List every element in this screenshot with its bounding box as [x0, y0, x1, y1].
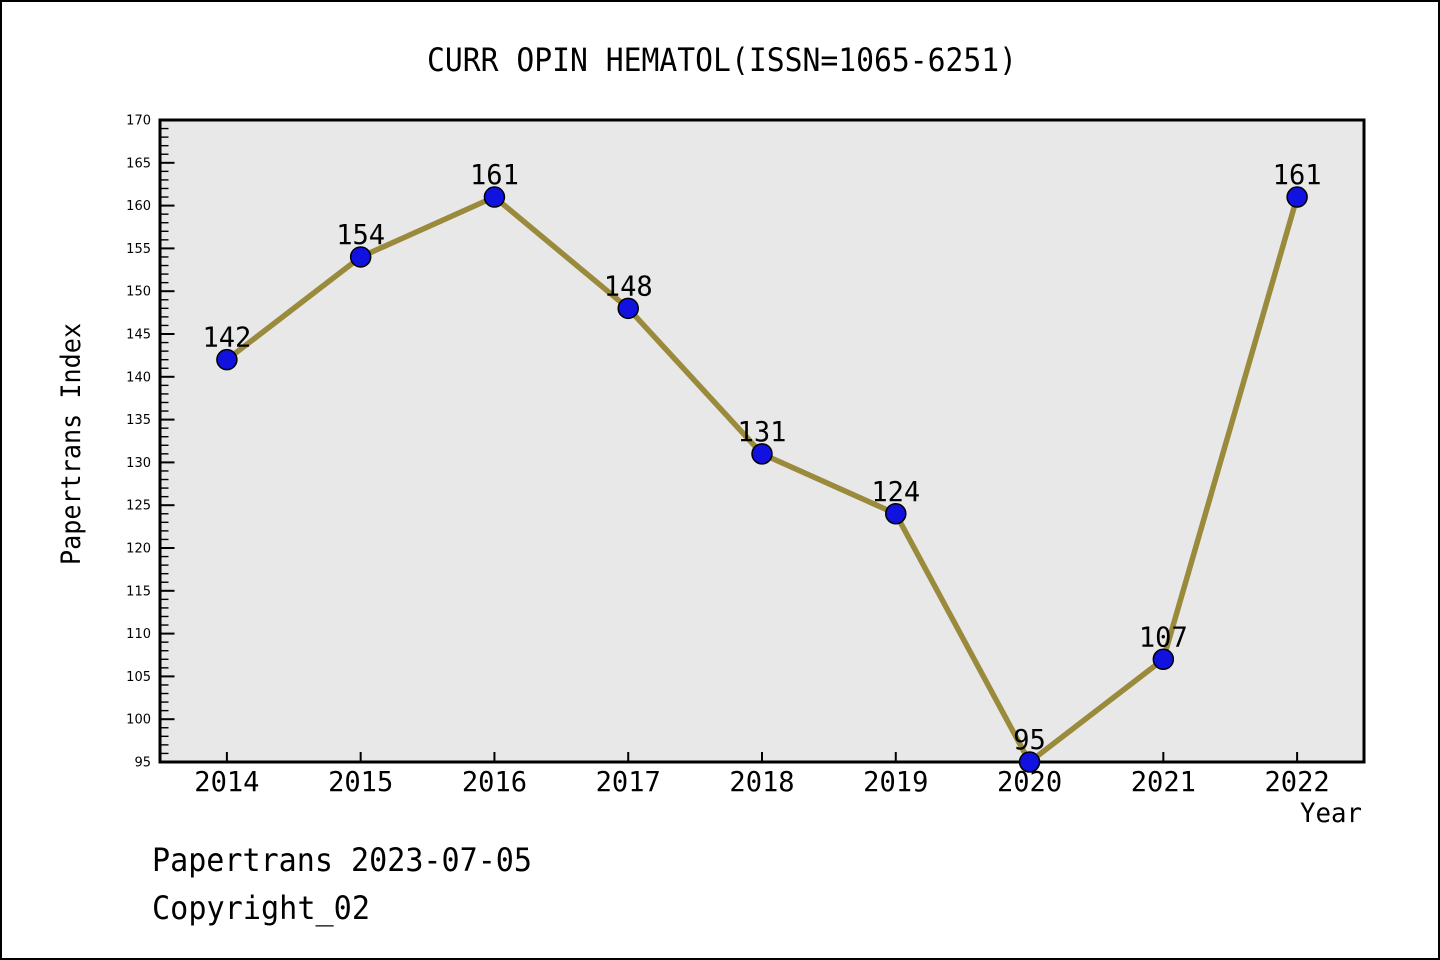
data-point-label: 154 — [336, 218, 385, 251]
data-point-label: 161 — [470, 158, 519, 191]
data-point-label: 124 — [871, 475, 920, 508]
y-tick-label: 150 — [126, 285, 151, 300]
data-point — [483, 186, 506, 208]
plot-area: 95 100 105 110 115 120 125 130 135 140 145 150 155 16… — [126, 114, 1366, 798]
x-tick-label: 2015 — [328, 765, 393, 798]
data-point — [1286, 186, 1308, 208]
x-axis-label: Year — [1300, 798, 1362, 829]
y-axis-label: Papertrans Index — [56, 323, 87, 565]
x-tick-label: 2014 — [194, 765, 259, 798]
data-point — [349, 246, 372, 268]
data-point — [216, 348, 238, 371]
y-tick-label: 110 — [126, 627, 151, 642]
y-tick-label: 95 — [134, 756, 151, 771]
y-tick-label: 130 — [126, 456, 151, 471]
data-point — [885, 503, 907, 525]
y-tick-label: 105 — [126, 670, 151, 685]
data-point-label: 161 — [1273, 158, 1322, 191]
data-point-label: 148 — [604, 269, 653, 302]
y-tick-label: 170 — [126, 114, 151, 129]
x-tick-label: 2022 — [1265, 765, 1330, 798]
x-tick-label: 2016 — [462, 765, 527, 798]
x-tick-label: 2019 — [863, 765, 928, 798]
y-tick-label: 100 — [126, 713, 151, 728]
y-tick-label: 155 — [126, 242, 151, 257]
y-tick-label: 165 — [126, 156, 151, 171]
data-point-label: 107 — [1139, 620, 1188, 653]
data-point-label: 142 — [202, 321, 251, 354]
y-tick-label: 115 — [126, 584, 151, 599]
footer-copyright: Copyright_02 — [152, 889, 370, 927]
data-point — [617, 297, 639, 320]
y-tick-label: 135 — [126, 413, 151, 428]
x-tick-label: 2017 — [596, 765, 661, 798]
data-point — [1018, 751, 1041, 773]
y-tick-label: 140 — [126, 370, 151, 385]
x-tick-label: 2018 — [729, 765, 794, 798]
data-point — [751, 443, 773, 465]
y-tick-label: 145 — [126, 328, 151, 343]
data-point — [1152, 648, 1175, 671]
data-point-label: 131 — [738, 415, 787, 448]
x-tick-label: 2021 — [1131, 765, 1196, 798]
chart-title: CURR OPIN HEMATOL(ISSN=1065-6251) — [427, 41, 1017, 79]
y-tick-label: 125 — [126, 499, 151, 514]
y-tick-label: 160 — [126, 199, 151, 214]
y-tick-label: 120 — [126, 542, 151, 557]
footer-source-date: Papertrans 2023-07-05 — [152, 841, 532, 879]
data-point-label: 95 — [1013, 723, 1046, 756]
